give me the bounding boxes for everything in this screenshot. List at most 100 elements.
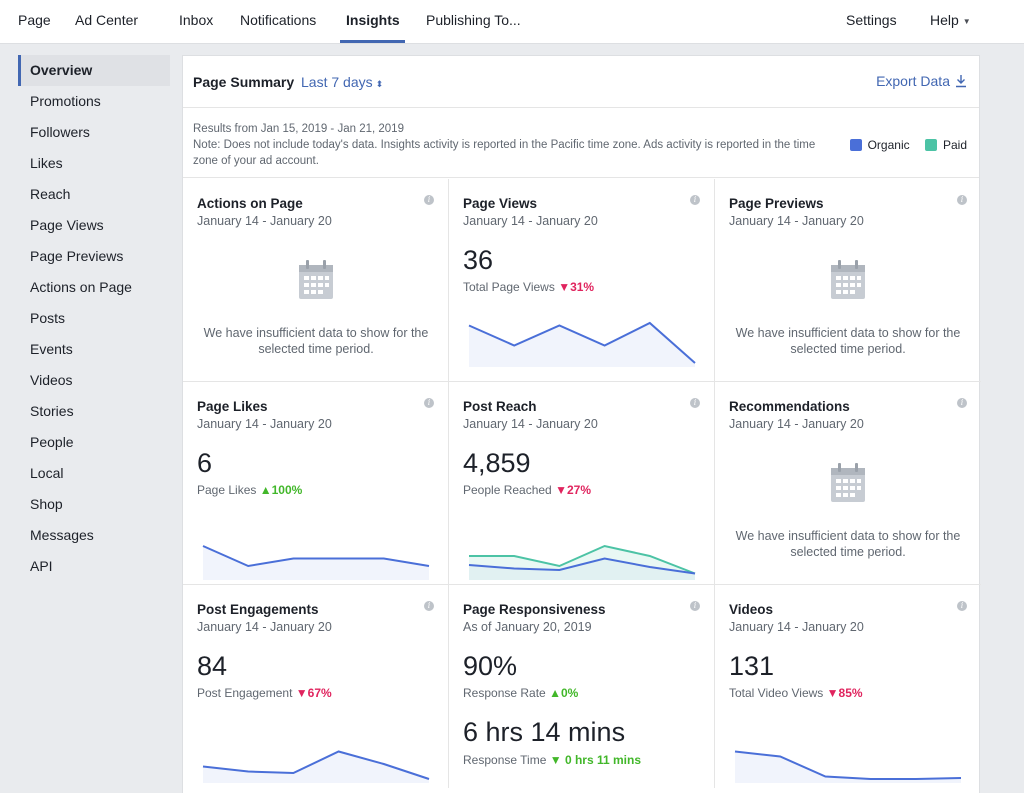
nav-help[interactable]: Help ▼: [930, 12, 971, 28]
info-icon[interactable]: i: [690, 195, 700, 205]
card-page-responsiveness[interactable]: Page Responsiveness As of January 20, 20…: [449, 585, 715, 788]
card-videos[interactable]: Videos January 14 - January 20 i 131 Tot…: [715, 585, 981, 788]
card-title: Recommendations: [729, 399, 850, 414]
date-range-label: Last 7 days: [301, 74, 373, 90]
sidebar-item-page-views[interactable]: Page Views: [30, 217, 104, 233]
info-icon[interactable]: i: [957, 398, 967, 408]
paid-swatch: [924, 139, 937, 151]
card-date: As of January 20, 2019: [463, 620, 592, 634]
card-date: January 14 - January 20: [463, 214, 598, 228]
nav-notifications[interactable]: Notifications: [240, 12, 317, 28]
organic-series-line: [202, 545, 430, 568]
card-date: January 14 - January 20: [729, 214, 864, 228]
results-range-text: Results from Jan 15, 2019 - Jan 21, 2019: [193, 123, 404, 135]
response-time-value: 6 hrs 14 mins: [463, 717, 626, 747]
nav-inbox[interactable]: Inbox: [179, 12, 214, 28]
note-text: Note: Does not include today's data. Ins…: [193, 139, 816, 167]
sidebar-item-events[interactable]: Events: [30, 341, 73, 357]
card-date: January 14 - January 20: [197, 417, 332, 431]
metric-line: People Reached ▼27%: [463, 483, 591, 497]
nav-publishing-tools[interactable]: Publishing To...: [426, 12, 521, 28]
summary-header: Page Summary Last 7 days ⬍ Export Data: [183, 56, 979, 108]
organic-series-line: [468, 557, 696, 575]
metric-value: 131: [729, 651, 775, 681]
card-recommendations[interactable]: Recommendations January 14 - January 20 …: [715, 382, 981, 585]
help-label: Help: [930, 12, 959, 28]
organic-series-area: [469, 323, 695, 367]
legend-organic-label: Organic: [867, 138, 910, 152]
info-icon[interactable]: i: [957, 601, 967, 611]
metric-change-2: ▼ 0 hrs 11 mins: [549, 753, 641, 767]
sidebar-item-shop[interactable]: Shop: [30, 496, 63, 512]
metric-line: Response Rate ▲0%: [463, 686, 578, 700]
export-data-button[interactable]: Export Data: [876, 73, 967, 89]
organic-series-line: [734, 750, 962, 780]
summary-title: Page Summary: [193, 74, 295, 90]
sidebar-item-promotions[interactable]: Promotions: [30, 93, 101, 109]
metric-label: Total Page Views: [463, 280, 555, 294]
info-icon[interactable]: i: [957, 195, 967, 205]
nav-ad-center[interactable]: Ad Center: [75, 12, 139, 28]
top-nav: Page Ad Center Inbox Notifications Insig…: [0, 0, 1024, 44]
card-title: Post Reach: [463, 399, 537, 414]
card-actions-on-page[interactable]: Actions on Page January 14 - January 20 …: [183, 179, 449, 382]
sidebar-item-local[interactable]: Local: [30, 465, 64, 481]
card-page-previews[interactable]: Page Previews January 14 - January 20 i …: [715, 179, 981, 382]
card-post-engagements[interactable]: Post Engagements January 14 - January 20…: [183, 585, 449, 788]
metric-label: Page Likes: [197, 483, 257, 497]
trend-down-icon: ▼: [295, 686, 308, 700]
sidebar-item-actions-on-page[interactable]: Actions on Page: [30, 279, 132, 295]
card-date: January 14 - January 20: [197, 214, 332, 228]
paid-series-line: [469, 544, 696, 575]
info-icon[interactable]: i: [690, 398, 700, 408]
card-page-likes[interactable]: Page Likes January 14 - January 20 i 6 P…: [183, 382, 449, 585]
sidebar-item-stories[interactable]: Stories: [30, 403, 74, 419]
metric-value: 4,859: [463, 448, 531, 478]
sidebar-item-people[interactable]: People: [30, 434, 74, 450]
sidebar-item-videos[interactable]: Videos: [30, 372, 73, 388]
sidebar-item-api[interactable]: API: [30, 558, 53, 574]
sidebar-item-messages[interactable]: Messages: [30, 527, 94, 543]
info-icon[interactable]: i: [690, 601, 700, 611]
date-range-selector[interactable]: Last 7 days ⬍: [301, 74, 383, 90]
sidebar-item-posts[interactable]: Posts: [30, 310, 66, 326]
card-post-reach[interactable]: Post Reach January 14 - January 20 i 4,8…: [449, 382, 715, 585]
legend: Organic Paid: [838, 138, 967, 152]
trend-up-icon: ▲: [259, 483, 272, 497]
metric-value: 84: [197, 651, 228, 681]
sidebar-item-page-previews[interactable]: Page Previews: [30, 248, 124, 264]
nav-page[interactable]: Page: [18, 12, 51, 28]
metric-line: Page Likes ▲100%: [197, 483, 302, 497]
sort-arrows-icon: ⬍: [375, 79, 384, 89]
sidebar-item-likes[interactable]: Likes: [30, 155, 63, 171]
info-icon[interactable]: i: [424, 601, 434, 611]
metric-change: ▲100%: [259, 483, 303, 497]
summary-notes: Results from Jan 15, 2019 - Jan 21, 2019…: [183, 108, 979, 178]
calendar-icon: [299, 260, 333, 299]
export-label: Export Data: [876, 73, 950, 89]
card-title: Page Responsiveness: [463, 602, 606, 617]
organic-series-area: [735, 751, 961, 783]
trend-down-icon: ▼: [826, 686, 839, 700]
download-icon: [956, 75, 966, 88]
legend-paid: Paid: [924, 138, 967, 152]
card-page-views[interactable]: Page Views January 14 - January 20 i 36 …: [449, 179, 715, 382]
caret-down-icon: ▼: [962, 16, 971, 26]
sidebar-item-reach[interactable]: Reach: [30, 186, 71, 202]
sidebar-item-overview[interactable]: Overview: [18, 55, 170, 86]
info-icon[interactable]: i: [424, 195, 434, 205]
sidebar: Overview Promotions Followers Likes Reac…: [18, 55, 170, 582]
nav-settings[interactable]: Settings: [846, 12, 897, 28]
response-rate-value: 90%: [463, 651, 518, 681]
nav-insights[interactable]: Insights: [346, 12, 400, 28]
insufficient-data-message: We have insufficient data to show for th…: [735, 529, 961, 559]
info-icon[interactable]: i: [424, 398, 434, 408]
metric-line: Total Page Views ▼31%: [463, 280, 594, 294]
trend-down-icon: ▼: [549, 753, 562, 767]
sidebar-item-followers[interactable]: Followers: [30, 124, 90, 140]
metric-label: Post Engagement: [197, 686, 293, 700]
organic-swatch: [849, 139, 862, 151]
card-title: Page Likes: [197, 399, 268, 414]
page-likes-sparkline: [202, 545, 430, 580]
organic-series-area: [203, 546, 429, 580]
